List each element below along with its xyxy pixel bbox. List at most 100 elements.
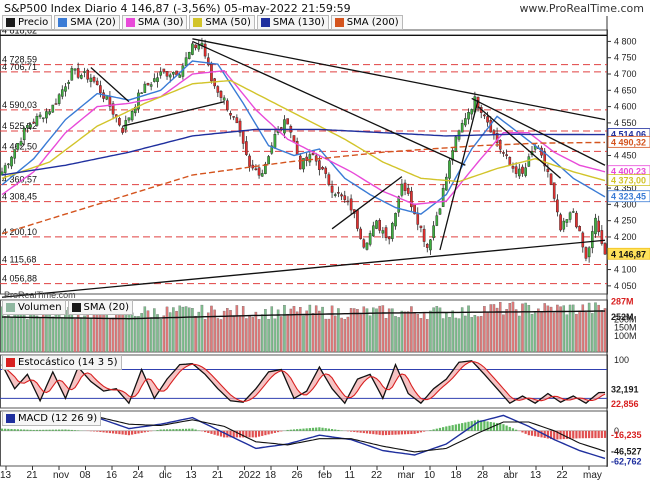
macd-histogram-bar [264, 430, 267, 436]
macd-histogram-bar [495, 423, 499, 431]
watermark[interactable]: www.ProRealTime.com [519, 2, 644, 15]
legend-swatch [193, 18, 203, 27]
candle-body [292, 135, 296, 142]
candle-body [187, 52, 191, 59]
trend-line [90, 66, 130, 103]
candle-body [492, 130, 496, 135]
volume-bar [438, 307, 442, 353]
volume-bar [26, 319, 29, 353]
legend-item[interactable]: Estocástico (14 3 5) [2, 355, 122, 370]
volume-bar [232, 316, 235, 353]
macd-histogram-bar [219, 430, 223, 437]
level-label: 4 115,68 [2, 254, 36, 264]
legend-item[interactable]: SMA (50) [189, 15, 255, 30]
trend-line [477, 106, 561, 179]
value-tag [607, 247, 650, 260]
legend-item[interactable]: MACD (12 26 9) [2, 411, 102, 426]
volume-bar [426, 319, 429, 353]
volume-bar [13, 314, 16, 353]
legend-item[interactable]: Volumen [2, 300, 66, 315]
volume-bar [457, 318, 461, 353]
volume-bar [499, 302, 502, 353]
macd-histogram-bar [156, 430, 159, 431]
macd-histogram-bar [384, 430, 388, 436]
volume-bar [92, 308, 96, 353]
volume-bar [200, 304, 204, 353]
macd-histogram-bar [159, 429, 162, 431]
x-tick-label: 24 [133, 470, 145, 481]
level-label: 4 706,71 [2, 62, 37, 72]
volume-bar [445, 312, 448, 353]
candle-body [546, 168, 550, 172]
legend-item[interactable]: SMA (200) [330, 15, 403, 30]
volume-bar [29, 313, 32, 353]
macd-histogram-bar [45, 429, 48, 431]
candle-body [86, 69, 90, 80]
candle-body [121, 127, 124, 133]
volume-bar [168, 312, 172, 353]
y-tick-label: 4 450 [614, 150, 637, 160]
volume-bar [410, 306, 413, 353]
volume-bar [591, 313, 594, 353]
macd-histogram-bar [111, 430, 115, 434]
volume-bar [299, 307, 302, 353]
macd-histogram-bar [451, 425, 454, 431]
volume-bar [365, 308, 369, 353]
legend-swatch [6, 358, 15, 367]
macd-histogram-bar [248, 430, 251, 438]
candle-body [552, 182, 556, 199]
macd-histogram-bar [73, 430, 77, 431]
candle-body [333, 194, 337, 196]
volume-bar [381, 305, 385, 353]
candle-body [130, 111, 134, 121]
candle-body [162, 68, 166, 73]
stoch-k-line [1, 360, 605, 405]
macd-histogram-bar [372, 430, 375, 435]
volume-bar [38, 317, 42, 353]
volume-bar [568, 304, 572, 353]
candle-body [365, 242, 369, 250]
x-tick-label: 22 [557, 470, 569, 481]
candle-body [464, 118, 467, 126]
macd-histogram-bar [527, 430, 530, 436]
volume-bar [400, 310, 404, 353]
legend-item[interactable]: SMA (20) [54, 15, 120, 30]
candle-body [575, 212, 578, 228]
legend-item[interactable]: SMA (130) [256, 15, 329, 30]
macd-histogram-bar [286, 429, 289, 431]
volume-bar [454, 317, 458, 353]
volume-bar [222, 310, 226, 353]
macd-histogram-bar [108, 430, 112, 434]
volume-bar [413, 312, 416, 353]
macd-histogram-bar [581, 430, 584, 439]
volume-bar [3, 316, 7, 353]
macd-histogram-bar [600, 430, 603, 438]
volume-bar [172, 307, 175, 353]
legend-item[interactable]: SMA (20) [67, 300, 134, 315]
value-tag-label: 4 400,23 [611, 167, 646, 177]
volume-bar [330, 305, 334, 353]
x-tick-label: 13 [0, 470, 12, 481]
legend-item[interactable]: SMA (30) [121, 15, 188, 30]
volume-bar [368, 315, 372, 353]
macd-histogram-bar [302, 428, 305, 431]
candle-body [19, 141, 23, 146]
volume-bar [419, 318, 423, 353]
value-tag-label: -16,235 [611, 430, 642, 440]
candle-body [67, 81, 70, 85]
volume-bar [283, 305, 286, 353]
volume-bar [375, 308, 378, 353]
candle-body [372, 225, 375, 237]
candle-body [32, 121, 36, 124]
legend-swatch [334, 18, 344, 27]
volume-bar [581, 304, 585, 353]
macd-histogram-bar [292, 429, 296, 431]
candle-body [419, 225, 423, 228]
legend-item[interactable]: Precio [2, 15, 53, 30]
macd-histogram-bar [369, 430, 372, 434]
volume-bar [311, 313, 315, 353]
candle-body [527, 156, 531, 167]
macd-histogram-bar [207, 430, 210, 433]
volume-bar [514, 309, 518, 353]
